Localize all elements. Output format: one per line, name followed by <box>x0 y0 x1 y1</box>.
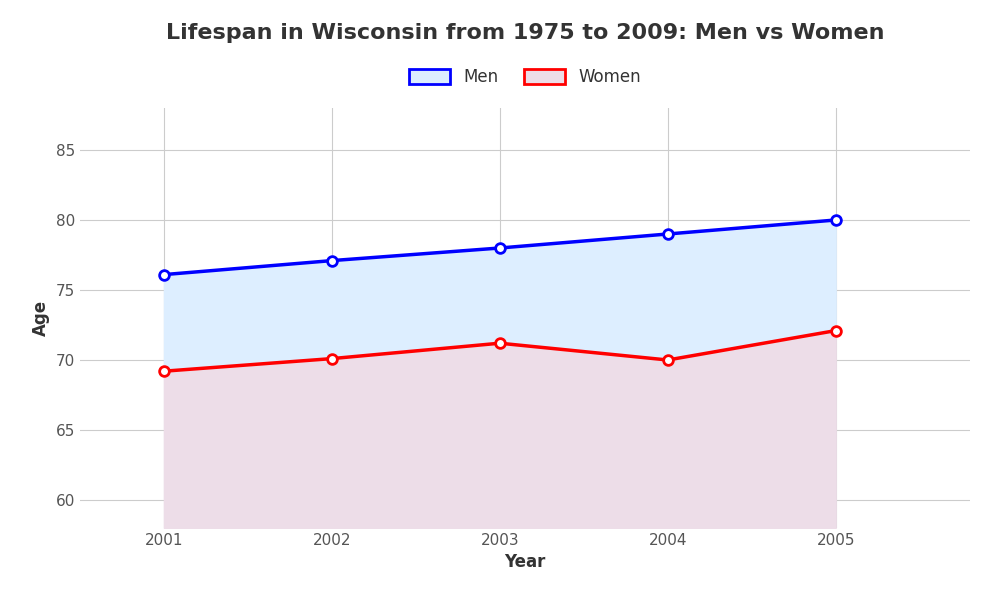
Men <box>830 217 842 224</box>
Women <box>662 356 674 364</box>
Men <box>326 257 338 264</box>
Legend: Men, Women: Men, Women <box>402 62 648 93</box>
Y-axis label: Age: Age <box>32 300 50 336</box>
Line: Women: Women <box>159 326 841 376</box>
Line: Men: Men <box>159 215 841 280</box>
Men <box>158 271 170 278</box>
Women <box>830 327 842 334</box>
Women <box>326 355 338 362</box>
Men <box>662 230 674 238</box>
Women <box>494 340 506 347</box>
Women <box>158 368 170 375</box>
Men <box>494 244 506 251</box>
Title: Lifespan in Wisconsin from 1975 to 2009: Men vs Women: Lifespan in Wisconsin from 1975 to 2009:… <box>166 23 884 43</box>
X-axis label: Year: Year <box>504 553 546 571</box>
